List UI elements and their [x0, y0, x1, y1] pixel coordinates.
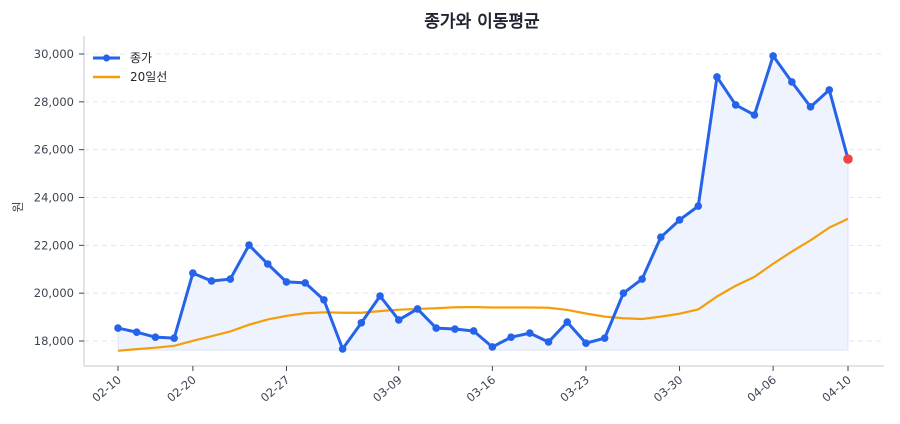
- close-point: [189, 269, 197, 277]
- last-close-point: [843, 154, 853, 164]
- close-point: [769, 52, 777, 60]
- close-point: [132, 328, 141, 336]
- close-point: [563, 318, 572, 326]
- close-point: [806, 103, 815, 111]
- close-point: [582, 339, 590, 347]
- x-tick-label: 02-27: [258, 373, 293, 405]
- y-axis-ticks: 18,000 20,000 22,000 24,000 26,000 28,000 30,0…: [34, 47, 84, 348]
- close-point: [825, 86, 834, 94]
- x-tick-label: 04-10: [819, 373, 854, 405]
- close-point: [619, 289, 628, 297]
- y-tick-label: 20,000: [34, 286, 74, 300]
- x-axis-ticks: 02-10 02-20 02-27 03-09 03-16 03-23 03-30 04-06…: [89, 366, 854, 405]
- ma20-line: [117, 217, 849, 352]
- close-point: [357, 319, 366, 327]
- close-area-fill: [117, 54, 849, 351]
- y-tick-label: 22,000: [34, 238, 74, 252]
- close-point: [245, 241, 253, 249]
- close-point: [413, 305, 422, 313]
- x-tick-label: 04-06: [744, 373, 779, 405]
- legend: 종가 20일선: [93, 51, 167, 84]
- close-point: [694, 202, 703, 210]
- y-axis-label: 원: [11, 201, 25, 212]
- y-tick-label: 24,000: [34, 191, 74, 205]
- y-tick-label: 18,000: [34, 334, 74, 348]
- close-point: [469, 327, 478, 335]
- x-tick-label: 03-16: [464, 373, 499, 405]
- close-point: [376, 292, 384, 300]
- y-tick-label: 28,000: [34, 95, 74, 109]
- close-point: [600, 334, 609, 342]
- close-point: [638, 275, 646, 283]
- x-tick-label: 02-20: [164, 373, 199, 405]
- close-point: [750, 111, 759, 119]
- close-point: [170, 334, 178, 342]
- close-point: [338, 345, 347, 353]
- close-point: [263, 260, 272, 268]
- close-point: [544, 338, 553, 346]
- close-point: [301, 279, 309, 287]
- close-point: [788, 78, 796, 86]
- legend-label-close: 종가: [130, 51, 152, 65]
- close-point: [731, 101, 740, 109]
- close-point: [488, 343, 497, 351]
- axes: [83, 36, 884, 367]
- legend-label-ma20: 20일선: [130, 70, 167, 84]
- chart-title: 종가와 이동평균: [424, 12, 540, 32]
- close-point: [451, 325, 459, 333]
- close-point: [114, 324, 122, 332]
- y-tick-label: 30,000: [34, 47, 74, 61]
- ma20-path: [117, 217, 849, 352]
- y-tick-label: 26,000: [34, 143, 74, 157]
- close-point: [151, 333, 160, 341]
- close-point: [320, 296, 328, 304]
- close-point: [675, 216, 684, 224]
- close-point: [207, 277, 216, 285]
- close-point: [713, 73, 721, 81]
- close-point: [394, 316, 403, 324]
- x-tick-label: 03-09: [370, 373, 405, 405]
- close-area: [117, 54, 849, 351]
- close-point: [657, 233, 665, 242]
- close-point: [525, 329, 534, 337]
- close-point: [282, 278, 291, 286]
- close-point: [432, 324, 441, 332]
- legend-close-marker-icon: [103, 54, 110, 62]
- x-tick-label: 03-30: [651, 373, 686, 405]
- x-tick-label: 03-23: [557, 373, 592, 405]
- close-point: [226, 275, 235, 283]
- close-price-line: [114, 52, 853, 353]
- close-point: [507, 333, 515, 341]
- close-path: [117, 54, 850, 351]
- x-tick-label: 02-10: [89, 373, 124, 405]
